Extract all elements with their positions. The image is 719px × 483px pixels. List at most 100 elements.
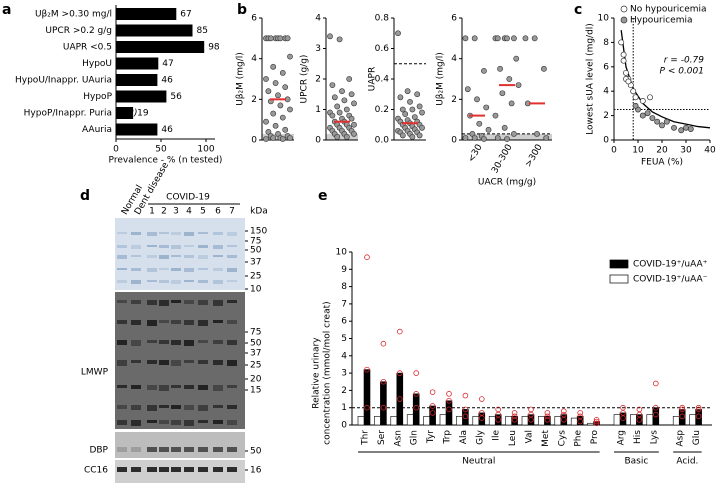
gel-band: [227, 255, 237, 258]
panel-label: e: [318, 188, 328, 204]
blot-band: [117, 385, 127, 388]
group-label: Basic: [624, 457, 648, 467]
data-point: [511, 130, 517, 137]
data-point: [462, 135, 469, 141]
data-point: [429, 389, 436, 395]
data-point: [506, 76, 513, 82]
y-tick-label: 10: [598, 14, 610, 24]
y-tick-label: 0.6: [375, 44, 390, 54]
gel-band: [147, 268, 157, 272]
data-point: [397, 94, 404, 101]
data-point: [272, 80, 279, 86]
gel-band: [147, 245, 157, 247]
x-tick-label: 100: [197, 145, 214, 155]
data-point: [639, 98, 646, 104]
data-point: [494, 35, 501, 42]
data-point: [630, 88, 637, 95]
marker-label: 50: [250, 246, 262, 256]
gel-band: [198, 268, 208, 270]
blot-band: [171, 340, 181, 345]
data-point: [446, 397, 452, 404]
y-tick-label: 6: [341, 317, 347, 327]
blot-band: [147, 385, 157, 390]
data-point: [620, 57, 627, 64]
data-point: [270, 63, 277, 70]
gel-band: [198, 232, 208, 234]
blot-band: [184, 420, 194, 426]
blot-band: [171, 467, 181, 472]
data-point: [639, 112, 646, 119]
legend-label: COVID-19⁺/uAA⁺: [633, 260, 708, 270]
x-tick-label: Gly: [475, 429, 485, 444]
data-point: [560, 408, 567, 414]
category-label: HypoP: [83, 92, 112, 102]
data-point: [515, 82, 522, 88]
n-label: (48): [119, 92, 137, 102]
n-label: (13): [119, 125, 137, 135]
data-point: [534, 130, 540, 137]
data-point: [652, 411, 659, 418]
blot-band: [198, 300, 208, 305]
lane-label: 6: [215, 207, 221, 217]
n-label: (32): [119, 109, 137, 119]
x-tick-label: Cys: [557, 430, 567, 447]
data-point: [511, 413, 518, 420]
data-point: [511, 410, 518, 416]
y-tick-label: 2: [603, 111, 609, 121]
blot-band: [147, 300, 157, 305]
blot-band: [227, 340, 237, 345]
blot-band: [184, 360, 194, 363]
blot-band: [117, 420, 127, 425]
legend-marker: [609, 259, 629, 269]
bar: [538, 416, 545, 426]
x-tick-label: His: [633, 430, 643, 444]
data-point: [277, 35, 284, 42]
blot-band: [171, 360, 181, 366]
blot-band: [147, 467, 157, 472]
blot-band: [227, 360, 237, 366]
lane-label: 7: [229, 207, 235, 217]
blot-band: [198, 320, 208, 326]
y-tick-label: 0.4: [375, 75, 390, 85]
marker-label: 75: [250, 328, 261, 338]
data-point: [351, 130, 357, 137]
data-point: [632, 94, 639, 101]
data-point: [279, 114, 286, 121]
x-tick-label: 50: [155, 145, 167, 155]
legend-label: Hypouricemia: [630, 16, 693, 26]
blot-label: CC16: [84, 466, 108, 476]
data-point: [528, 417, 534, 423]
blot-band: [213, 420, 223, 424]
gel-band: [184, 255, 194, 258]
y-tick-label: 8: [603, 38, 609, 48]
blot-band: [147, 405, 157, 411]
gel-band: [227, 280, 237, 282]
data-point: [277, 102, 284, 109]
y-tick-label: 7: [341, 299, 347, 309]
blot-band: [213, 447, 223, 452]
bar: [672, 416, 680, 426]
y-tick-label: 0: [315, 136, 321, 146]
data-point: [348, 91, 355, 98]
lane-label: 5: [200, 207, 206, 217]
data-point: [334, 103, 341, 110]
y-tick-label: 4: [341, 351, 347, 361]
gel-band: [117, 268, 127, 270]
gel-band: [159, 255, 169, 259]
gel-band: [184, 280, 194, 282]
data-point: [593, 418, 600, 425]
data-point: [620, 51, 627, 58]
blot-band: [131, 447, 141, 452]
bar: [630, 414, 637, 426]
blot-label: DBP: [89, 446, 108, 456]
blot-band: [131, 405, 141, 410]
n-label: (49): [119, 10, 137, 20]
y-tick-label: 4: [451, 54, 457, 64]
bar: [116, 41, 205, 53]
fit-curve: [620, 30, 711, 129]
panel-label: c: [574, 2, 582, 18]
data-point: [270, 110, 277, 117]
y-axis-label: UPCR (g/g): [300, 55, 310, 104]
data-point: [647, 94, 653, 101]
data-point: [272, 122, 279, 129]
